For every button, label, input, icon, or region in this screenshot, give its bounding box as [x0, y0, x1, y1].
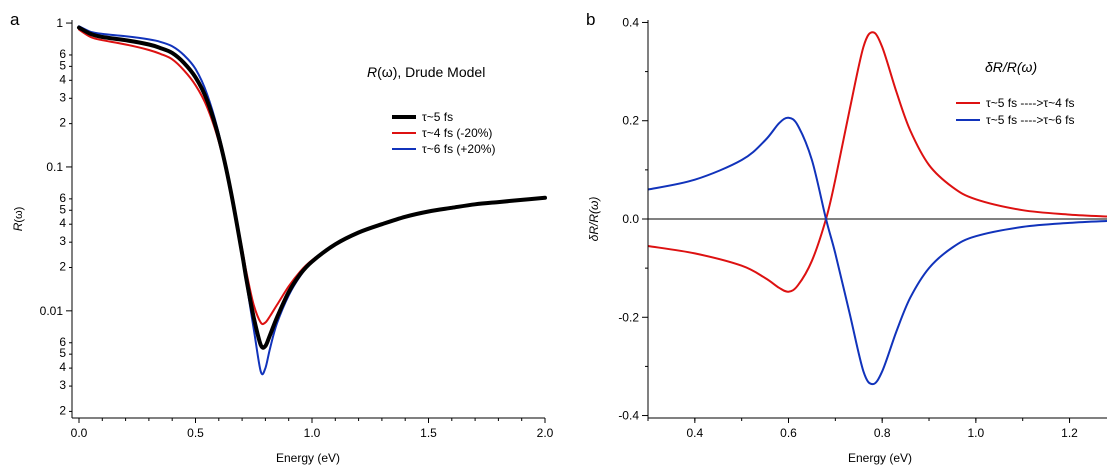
panel-a-y-minor-tick-label: 3	[59, 234, 66, 248]
panel-a-annotation: R(ω), Drude Model	[367, 64, 485, 80]
panel-b-legend-label: τ~5 fs ---->τ~4 fs	[986, 96, 1075, 110]
panel-a-y-minor-tick-label: 5	[59, 346, 66, 360]
panel-a-x-axis-label: Energy (eV)	[276, 451, 340, 465]
panel-b-legend: τ~5 fs ---->τ~4 fs τ~5 fs ---->τ~6 fs	[956, 96, 1075, 127]
panel-b-letter: b	[586, 10, 595, 29]
panel-a-legend-label: τ~4 fs (-20%)	[422, 126, 492, 140]
panel-a-y-minor-tick-label: 4	[59, 216, 66, 230]
panel-b-legend-label: τ~5 fs ---->τ~6 fs	[986, 113, 1075, 127]
panel-a-annotation-rest: (ω), Drude Model	[377, 64, 485, 80]
panel-a-y-minor-tick-label: 2	[59, 116, 66, 130]
panel-a-annotation-symbol: R	[367, 64, 377, 80]
panel-b-annotation: δR/R(ω)	[985, 59, 1037, 75]
panel-a-letter: a	[10, 10, 20, 29]
panel-a-x-tick-label: 1.5	[420, 426, 437, 440]
panel-b-y-tick-label: 0.0	[622, 212, 639, 226]
panel-a-y-tick-label: 0.01	[40, 304, 64, 318]
panel-a-y-tick-label: 0.1	[46, 160, 63, 174]
panel-a-legend-label: τ~5 fs	[422, 110, 453, 124]
panel-a-x-tick-label: 0.0	[71, 426, 88, 440]
panel-b-x-tick-label: 1.0	[968, 426, 985, 440]
panel-a-y-minor-tick-label: 4	[59, 360, 66, 374]
panel-a-y-minor-tick-label: 5	[59, 202, 66, 216]
panel-b-series-5-fs-4-fs	[647, 31, 1107, 293]
panel-a-legend-label: τ~6 fs (+20%)	[422, 142, 495, 156]
panel-a-x-tick-label: 2.0	[537, 426, 554, 440]
panel-a-y-axis-label-symbol: R	[11, 222, 25, 231]
panel-a-x-tick-label: 1.0	[304, 426, 321, 440]
panel-a-y-minor-tick-label: 2	[59, 403, 66, 417]
panel-a-y-minor-tick-label: 5	[59, 58, 66, 72]
panel-a-legend: τ~5 fs τ~4 fs (-20%) τ~6 fs (+20%)	[392, 110, 495, 156]
panel-b-y-tick-label: -0.2	[618, 310, 639, 324]
panel-a-y-axis-label-arg: (ω)	[13, 207, 25, 223]
panel-b-y-tick-label: 0.2	[622, 114, 639, 128]
panel-a-y-axis-label: R(ω)	[11, 207, 25, 232]
panel-a-y-minor-tick-label: 6	[59, 335, 66, 349]
panel-b-x-tick-label: 0.4	[686, 426, 703, 440]
panel-a-x-tick-label: 0.5	[187, 426, 204, 440]
panel-a-y-minor-tick-label: 3	[59, 378, 66, 392]
panel-b-series-5-fs-6-fs	[647, 116, 1107, 386]
panel-b-x-ticks: 0.4 0.6 0.8 1.0 1.2	[647, 418, 1078, 440]
panel-b: b 0.4 0.6 0.8 1.0 1.2 -0.4 -0.2 0.0 0.2 0.4 Ener…	[586, 10, 1107, 465]
panel-a-y-minor-tick-label: 3	[59, 90, 66, 104]
panel-a-y-tick-label: 1	[56, 16, 63, 30]
panel-b-y-axis-label: δR/R(ω)	[587, 197, 601, 242]
panel-b-x-axis-label: Energy (eV)	[848, 451, 912, 465]
panel-a: a 0.0 0.5 1.0 1.5 2.0 0.010.1123456234562345…	[10, 10, 554, 465]
panel-a-y-minor-tick-label: 6	[59, 191, 66, 205]
panel-a-plot-area	[77, 25, 547, 376]
panel-b-y-tick-label: -0.4	[618, 409, 639, 423]
panel-a-x-ticks: 0.0 0.5 1.0 1.5 2.0	[71, 418, 554, 440]
panel-b-x-tick-label: 0.6	[780, 426, 797, 440]
panel-b-x-tick-label: 1.2	[1061, 426, 1078, 440]
panel-a-y-minor-tick-label: 2	[59, 260, 66, 274]
panel-b-y-tick-label: 0.4	[622, 15, 639, 29]
panel-b-y-ticks: -0.4 -0.2 0.0 0.2 0.4	[618, 15, 648, 423]
panel-a-y-minor-tick-label: 4	[59, 72, 66, 86]
panel-b-x-tick-label: 0.8	[874, 426, 891, 440]
panel-a-series-5-fs	[77, 25, 547, 350]
panel-b-plot-area	[647, 31, 1107, 386]
panel-a-y-minor-tick-label: 6	[59, 47, 66, 61]
